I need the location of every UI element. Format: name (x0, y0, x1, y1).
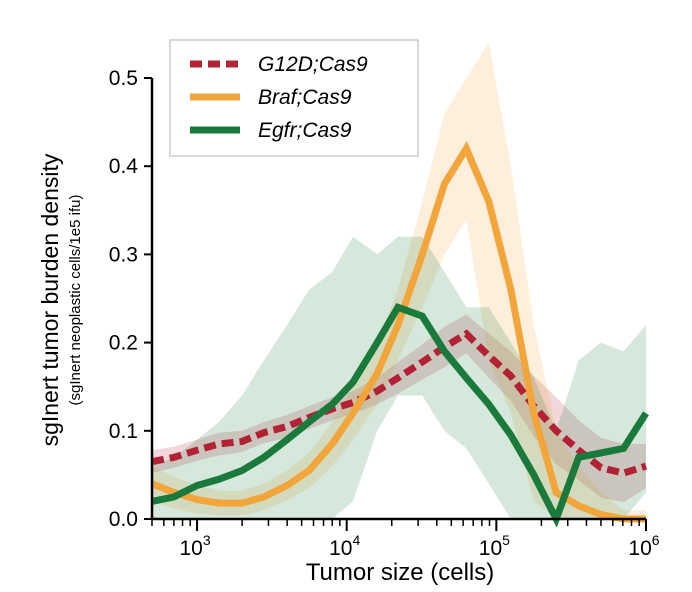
y-axis-label: sgInert tumor burden density (37, 153, 63, 446)
y-tick-label: 0.2 (109, 332, 138, 355)
x-tick-label: 105 (479, 532, 510, 560)
y-tick-label: 0.1 (109, 420, 138, 443)
x-tick-label: 104 (329, 532, 360, 560)
x-tick-label: 103 (179, 532, 210, 560)
line-series-2 (151, 303, 649, 528)
axes (150, 78, 646, 521)
legend-label: Egfr;Cas9 (258, 119, 352, 142)
band-series-1 (152, 42, 646, 519)
y-ticks: 0.0 0.1 0.2 0.3 0.4 0.5 (109, 67, 152, 531)
y-tick-label: 0.0 (109, 508, 138, 531)
y-axis-sublabel: (sgInert neoplastic cells/1e5 ifu) (67, 195, 84, 406)
x-axis-label: Tumor size (cells) (306, 559, 494, 586)
legend: G12D;Cas9 Braf;Cas9 Egfr;Cas9 (169, 39, 419, 157)
band-series-0 (152, 314, 646, 503)
x-tick-label: 106 (628, 532, 659, 560)
x-ticks: 103 104 105 106 (151, 519, 660, 560)
legend-label: G12D;Cas9 (258, 53, 368, 76)
line-series-0 (151, 329, 648, 477)
y-tick-label: 0.4 (109, 155, 139, 178)
series-lines (150, 141, 649, 528)
legend-label: Braf;Cas9 (258, 86, 352, 109)
y-tick-label: 0.5 (109, 67, 138, 90)
y-tick-label: 0.3 (109, 243, 138, 266)
